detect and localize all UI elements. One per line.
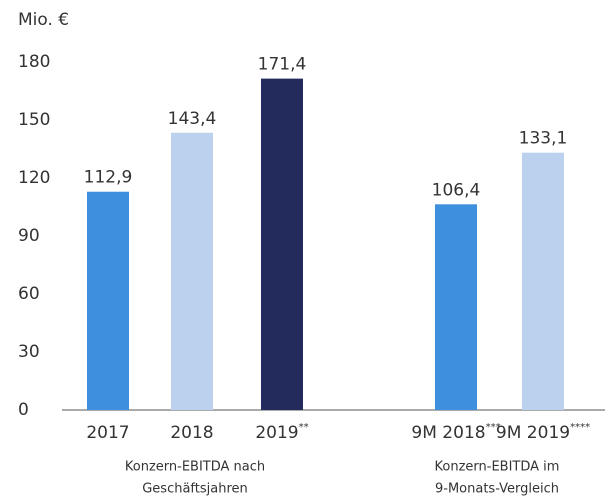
bar: [261, 78, 303, 411]
x-tick-label: 2019**: [255, 422, 308, 443]
value-label: 112,9: [84, 168, 133, 188]
y-tick-label: 180: [18, 52, 50, 72]
y-tick-label: 0: [18, 400, 29, 420]
value-label: 171,4: [258, 55, 307, 75]
category: 2017: [86, 423, 129, 443]
bar: [171, 132, 213, 410]
x-tick-label: 2017: [86, 423, 129, 443]
bar: [522, 152, 564, 410]
group-label: 9-Monats-Vergleich: [435, 482, 559, 497]
y-tick-label: 90: [18, 226, 40, 246]
value-label: 143,4: [168, 109, 217, 129]
group-label: Konzern-EBITDA im: [435, 460, 560, 475]
group-label: Geschäftsjahren: [142, 482, 248, 497]
footnote-marker: **: [299, 422, 309, 433]
value-label: 106,4: [432, 180, 481, 200]
bar: [87, 191, 129, 410]
category: 9M 2019: [496, 423, 570, 443]
category: 9M 2018: [411, 423, 485, 443]
y-tick-label: 30: [18, 342, 40, 362]
category: 2019: [255, 423, 298, 443]
value-label: 133,1: [519, 129, 568, 149]
x-tick-label: 2018: [170, 423, 213, 443]
y-tick-label: 150: [18, 110, 50, 130]
y-tick-label: 120: [18, 168, 50, 188]
x-tick-label: 9M 2019****: [496, 422, 590, 443]
bar: [435, 204, 477, 410]
category: 2018: [170, 423, 213, 443]
y-axis-label: Mio. €: [18, 10, 69, 30]
footnote-marker: ***: [486, 422, 501, 433]
x-tick-label: 9M 2018***: [411, 422, 500, 443]
footnote-marker: ****: [570, 422, 590, 433]
y-tick-label: 60: [18, 284, 40, 304]
group-label: Konzern-EBITDA nach: [125, 460, 265, 475]
